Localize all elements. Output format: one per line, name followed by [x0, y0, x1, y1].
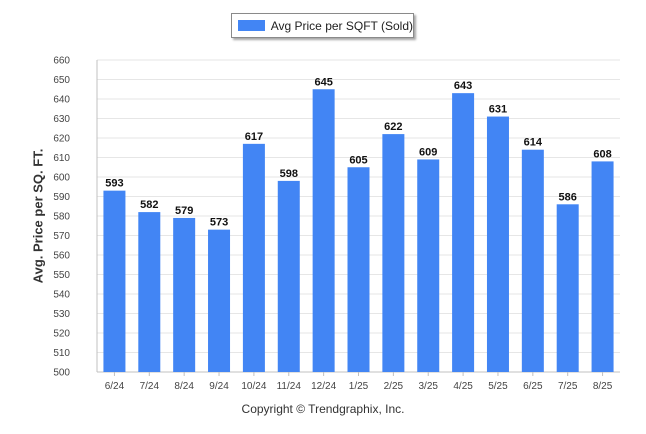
y-tick-label: 590 — [53, 192, 70, 203]
x-tick-label: 9/24 — [209, 381, 229, 392]
x-tick-label: 8/24 — [174, 381, 194, 392]
y-tick-label: 580 — [53, 212, 70, 223]
data-label: 643 — [454, 80, 472, 92]
data-label: 586 — [559, 191, 577, 203]
legend-swatch — [238, 20, 265, 31]
y-tick-label: 610 — [53, 153, 70, 164]
data-label: 622 — [384, 121, 402, 133]
x-tick-label: 6/24 — [105, 381, 125, 392]
bar — [347, 167, 370, 372]
y-tick-label: 540 — [53, 290, 70, 301]
x-tick-label: 4/25 — [453, 381, 473, 392]
data-label: 631 — [489, 104, 507, 116]
data-label: 579 — [175, 205, 193, 217]
data-label: 614 — [524, 137, 543, 149]
bar — [417, 159, 440, 372]
y-tick-label: 560 — [53, 251, 70, 262]
bar — [452, 93, 475, 373]
legend-label: Avg Price per SQFT (Sold) — [270, 18, 413, 33]
bar — [591, 161, 614, 372]
x-tick-label: 3/25 — [418, 381, 438, 392]
bar — [138, 212, 161, 372]
y-tick-label: 640 — [53, 95, 70, 106]
y-tick-label: 510 — [53, 348, 70, 359]
data-label: 605 — [349, 154, 367, 166]
data-label: 582 — [140, 199, 158, 211]
y-axis-label: Avg. Price per SQ. FT. — [30, 148, 46, 284]
y-tick-label: 520 — [53, 329, 70, 340]
y-tick-label: 660 — [53, 56, 70, 67]
data-label: 573 — [210, 217, 228, 229]
x-tick-label: 12/24 — [311, 381, 336, 392]
y-tick-label: 650 — [53, 75, 70, 86]
x-tick-label: 11/24 — [277, 381, 302, 392]
x-tick-label: 7/25 — [558, 381, 578, 392]
bar — [556, 204, 579, 372]
bar — [521, 149, 544, 372]
bar — [277, 180, 300, 372]
x-tick-label: 10/24 — [241, 381, 266, 392]
x-tick-label: 6/25 — [523, 381, 543, 392]
bar — [382, 134, 405, 372]
data-label: 609 — [419, 146, 437, 158]
data-label: 593 — [105, 178, 123, 190]
x-tick-label: 5/25 — [488, 381, 508, 392]
legend: Avg Price per SQFT (Sold) — [231, 13, 414, 38]
data-label: 598 — [280, 168, 298, 180]
x-tick-label: 8/25 — [593, 381, 613, 392]
data-label: 617 — [245, 131, 263, 143]
data-label: 645 — [314, 76, 332, 88]
copyright-footer: Copyright © Trendgraphix, Inc. — [241, 402, 405, 416]
y-tick-label: 620 — [53, 134, 70, 145]
bar — [242, 143, 265, 372]
bar — [208, 229, 231, 372]
y-tick-label: 530 — [53, 309, 70, 320]
bar — [486, 116, 509, 372]
x-tick-label: 2/25 — [384, 381, 404, 392]
bar — [173, 217, 196, 372]
x-tick-label: 1/25 — [349, 381, 369, 392]
x-tick-label: 7/24 — [140, 381, 160, 392]
y-tick-label: 500 — [53, 368, 70, 379]
y-tick-label: 600 — [53, 173, 70, 184]
data-label: 608 — [593, 148, 611, 160]
bar — [312, 89, 335, 372]
y-tick-label: 550 — [53, 270, 70, 281]
y-tick-label: 570 — [53, 231, 70, 242]
y-tick-label: 630 — [53, 114, 70, 125]
bar — [103, 190, 126, 372]
